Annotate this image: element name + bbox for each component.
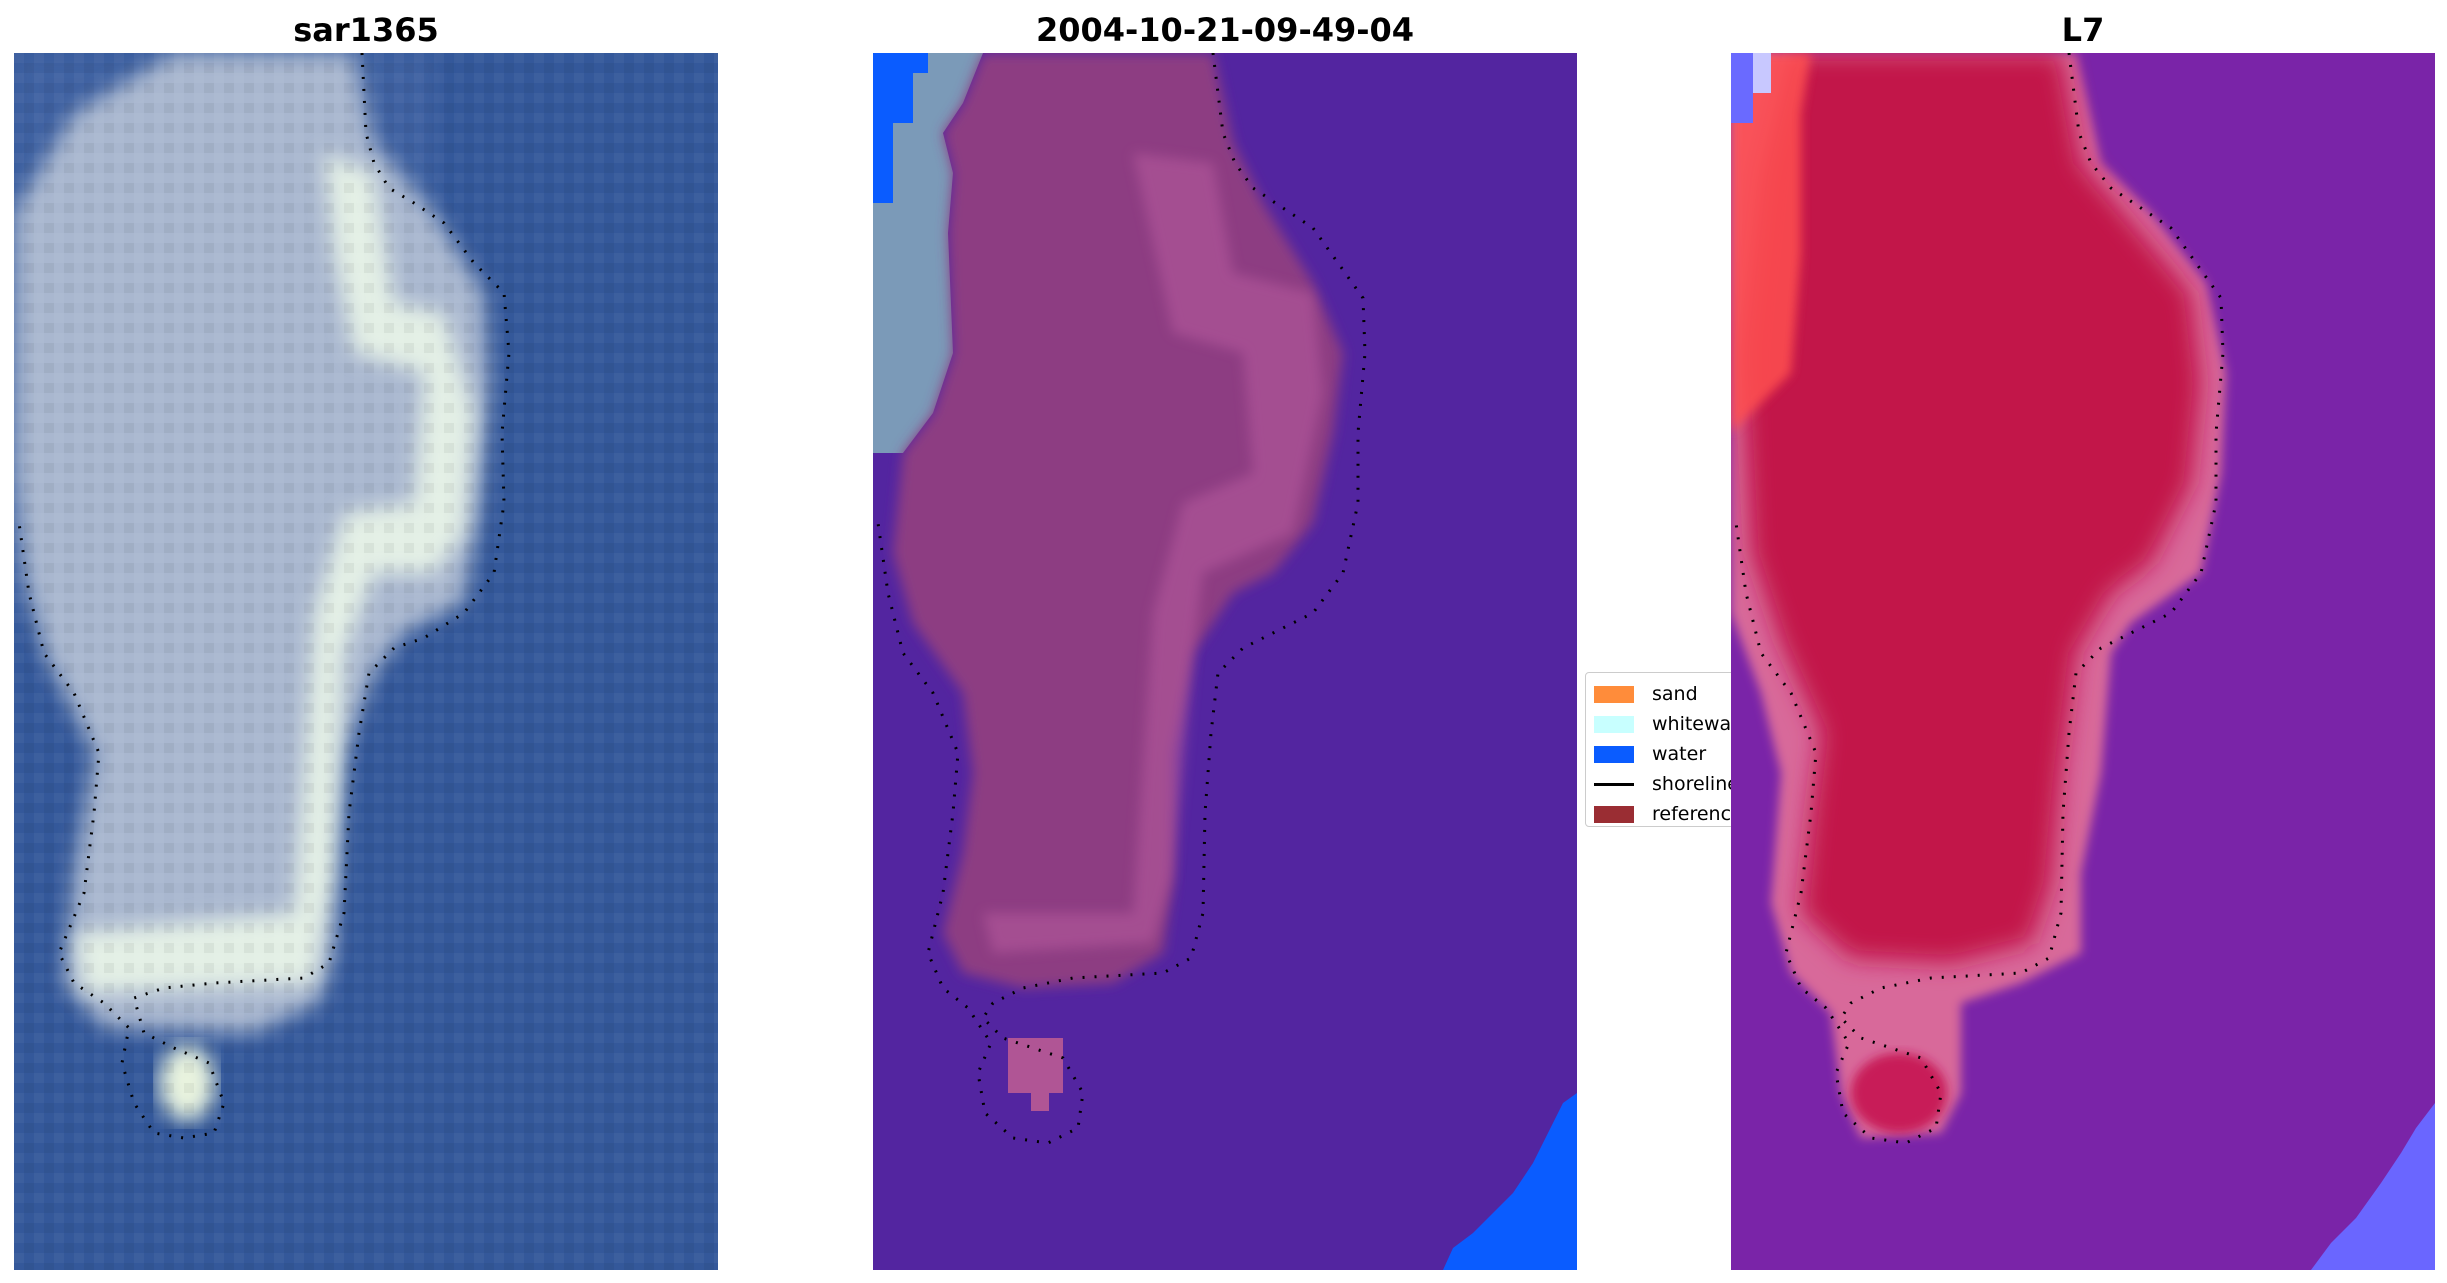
legend-item-sand: sand — [1594, 681, 1698, 707]
index-land — [1741, 53, 2201, 963]
class-islet — [1008, 1038, 1063, 1093]
rgb-satellite-image — [14, 53, 718, 1270]
legend-item-reference: reference — [1594, 801, 1735, 826]
panel-title-1: sar1365 — [293, 11, 439, 49]
legend-item-water: water — [1594, 741, 1706, 767]
classified-image — [873, 53, 1577, 1270]
index-image — [1731, 53, 2435, 1270]
class-whitewater-left — [873, 53, 983, 453]
index-bright-red-left — [1731, 53, 1811, 433]
legend-label-shoreline: shoreline — [1652, 773, 1735, 795]
legend-label-whitewater: whitewater — [1652, 713, 1734, 735]
index-islet — [1851, 1053, 1947, 1133]
legend-label-water: water — [1652, 743, 1707, 765]
legend-label-reference: reference — [1652, 803, 1735, 825]
class-water-bottomright — [1443, 1093, 1577, 1270]
legend-line-shoreline — [1594, 782, 1634, 786]
legend-swatch-water — [1594, 745, 1634, 763]
index-blue-bottomright — [2311, 1103, 2435, 1270]
class-water-topleft — [873, 53, 928, 203]
panel-title-2: 2004-10-21-09-49-04 — [1035, 11, 1415, 49]
legend-item-shoreline: shoreline — [1594, 771, 1735, 797]
panel-title-3: L7 — [2061, 11, 2105, 49]
legend-label-sand: sand — [1652, 683, 1698, 705]
legend-swatch-whitewater — [1594, 715, 1634, 733]
legend: sand whitewater water shoreline referenc… — [1585, 672, 1735, 827]
legend-swatch-reference — [1594, 805, 1634, 823]
legend-item-whitewater: whitewater — [1594, 711, 1734, 737]
legend-swatch-sand — [1594, 685, 1634, 703]
